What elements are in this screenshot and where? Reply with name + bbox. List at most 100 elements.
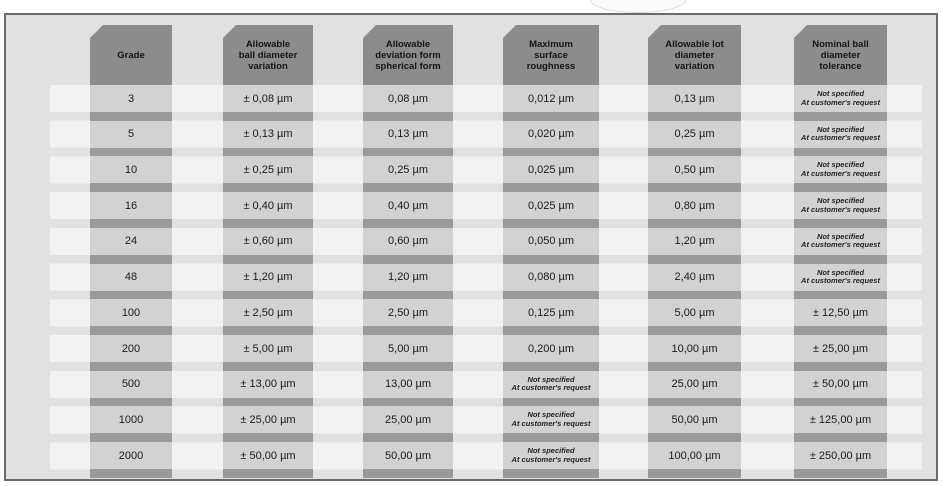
row-separator xyxy=(223,183,313,193)
cell-lot_variation-row-5: 2,40 µm xyxy=(648,263,741,291)
cell-surface_roughness-row-8: Not specified At customer's request xyxy=(503,370,599,398)
column-nominal_tolerance: Nominal ball diameter tolerance Not speci… xyxy=(794,25,887,478)
row-separator xyxy=(648,469,741,478)
row-separator xyxy=(648,433,741,443)
row-separator xyxy=(90,469,172,478)
row-separator xyxy=(223,433,313,443)
cell-grade-row-4: 24 xyxy=(90,227,172,255)
row-separator xyxy=(90,219,172,228)
row-separator xyxy=(90,254,172,264)
cell-spherical_form-row-10: 50,00 µm xyxy=(363,442,453,470)
column-ball_variation: Allowable ball diameter variation ± 0,08 … xyxy=(223,25,313,478)
page-curl-decoration xyxy=(590,0,686,13)
row-separator xyxy=(503,147,599,157)
cell-lot_variation-row-8: 25,00 µm xyxy=(648,370,741,398)
cell-lot_variation-row-0: 0,13 µm xyxy=(648,85,741,112)
row-separator xyxy=(363,254,453,264)
row-separator xyxy=(503,469,599,478)
cell-ball_variation-row-0: ± 0,08 µm xyxy=(223,85,313,112)
column-header-grade: Grade xyxy=(90,25,172,85)
row-separator xyxy=(503,254,599,264)
row-separator xyxy=(503,290,599,300)
row-separator xyxy=(503,433,599,443)
cell-surface_roughness-row-7: 0,200 µm xyxy=(503,335,599,363)
column-header-nominal_tolerance: Nominal ball diameter tolerance xyxy=(794,25,887,85)
row-separator xyxy=(223,362,313,371)
table-columns: Grade 3 5 10 16 24 48 100 200 500 1000 2000 Allowabl… xyxy=(6,15,936,479)
cell-nominal_tolerance-row-4: Not specified At customer's request xyxy=(794,227,887,255)
cell-grade-row-0: 3 xyxy=(90,85,172,112)
cell-ball_variation-row-9: ± 25,00 µm xyxy=(223,406,313,434)
row-separator xyxy=(363,147,453,157)
tolerance-table: Grade 3 5 10 16 24 48 100 200 500 1000 2000 Allowabl… xyxy=(4,13,938,481)
row-separator xyxy=(648,397,741,407)
row-separator xyxy=(363,219,453,228)
cell-nominal_tolerance-row-9: ± 125,00 µm xyxy=(794,406,887,434)
row-separator xyxy=(794,290,887,300)
cell-lot_variation-row-1: 0,25 µm xyxy=(648,120,741,148)
cell-ball_variation-row-10: ± 50,00 µm xyxy=(223,442,313,470)
row-separator xyxy=(503,183,599,193)
row-separator xyxy=(503,219,599,228)
cell-surface_roughness-row-5: 0,080 µm xyxy=(503,263,599,291)
cell-lot_variation-row-9: 50,00 µm xyxy=(648,406,741,434)
cell-grade-row-1: 5 xyxy=(90,120,172,148)
cell-spherical_form-row-6: 2,50 µm xyxy=(363,299,453,327)
cell-grade-row-3: 16 xyxy=(90,192,172,220)
row-separator xyxy=(648,219,741,228)
row-separator xyxy=(90,326,172,336)
column-header-spherical_form: Allowable deviation form spherical form xyxy=(363,25,453,85)
cell-ball_variation-row-5: ± 1,20 µm xyxy=(223,263,313,291)
cell-ball_variation-row-3: ± 0,40 µm xyxy=(223,192,313,220)
row-separator xyxy=(90,147,172,157)
cell-nominal_tolerance-row-0: Not specified At customer's request xyxy=(794,85,887,112)
cell-spherical_form-row-9: 25,00 µm xyxy=(363,406,453,434)
cell-nominal_tolerance-row-10: ± 250,00 µm xyxy=(794,442,887,470)
cell-nominal_tolerance-row-3: Not specified At customer's request xyxy=(794,192,887,220)
row-separator xyxy=(363,290,453,300)
cell-grade-row-5: 48 xyxy=(90,263,172,291)
row-separator xyxy=(503,362,599,371)
cell-surface_roughness-row-0: 0,012 µm xyxy=(503,85,599,112)
cell-nominal_tolerance-row-5: Not specified At customer's request xyxy=(794,263,887,291)
cell-spherical_form-row-7: 5,00 µm xyxy=(363,335,453,363)
row-separator xyxy=(363,362,453,371)
row-separator xyxy=(503,112,599,121)
row-separator xyxy=(90,290,172,300)
cell-grade-row-6: 100 xyxy=(90,299,172,327)
row-separator xyxy=(794,433,887,443)
column-header-lot_variation: Allowable lot diameter variation xyxy=(648,25,741,85)
row-separator xyxy=(90,433,172,443)
cell-grade-row-8: 500 xyxy=(90,370,172,398)
cell-spherical_form-row-8: 13,00 µm xyxy=(363,370,453,398)
row-separator xyxy=(648,290,741,300)
row-separator xyxy=(90,183,172,193)
row-separator xyxy=(648,254,741,264)
row-separator xyxy=(794,219,887,228)
cell-surface_roughness-row-10: Not specified At customer's request xyxy=(503,442,599,470)
row-separator xyxy=(648,112,741,121)
cell-surface_roughness-row-9: Not specified At customer's request xyxy=(503,406,599,434)
cell-spherical_form-row-4: 0,60 µm xyxy=(363,227,453,255)
cell-lot_variation-row-3: 0,80 µm xyxy=(648,192,741,220)
cell-surface_roughness-row-1: 0,020 µm xyxy=(503,120,599,148)
row-separator xyxy=(794,326,887,336)
row-separator xyxy=(648,362,741,371)
row-separator xyxy=(90,362,172,371)
row-separator xyxy=(223,147,313,157)
cell-ball_variation-row-7: ± 5,00 µm xyxy=(223,335,313,363)
cell-lot_variation-row-10: 100,00 µm xyxy=(648,442,741,470)
cell-spherical_form-row-5: 1,20 µm xyxy=(363,263,453,291)
row-separator xyxy=(363,433,453,443)
row-separator xyxy=(363,112,453,121)
cell-ball_variation-row-4: ± 0,60 µm xyxy=(223,227,313,255)
cell-surface_roughness-row-3: 0,025 µm xyxy=(503,192,599,220)
cell-lot_variation-row-6: 5,00 µm xyxy=(648,299,741,327)
cell-grade-row-2: 10 xyxy=(90,156,172,184)
row-separator xyxy=(223,326,313,336)
cell-grade-row-9: 1000 xyxy=(90,406,172,434)
row-separator xyxy=(503,397,599,407)
row-separator xyxy=(363,326,453,336)
cell-lot_variation-row-2: 0,50 µm xyxy=(648,156,741,184)
